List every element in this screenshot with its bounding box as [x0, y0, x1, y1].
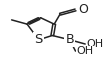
- Text: OH: OH: [86, 39, 103, 49]
- Text: S: S: [35, 33, 43, 46]
- Text: B: B: [65, 33, 74, 46]
- Text: OH: OH: [77, 46, 94, 56]
- Text: O: O: [78, 3, 88, 16]
